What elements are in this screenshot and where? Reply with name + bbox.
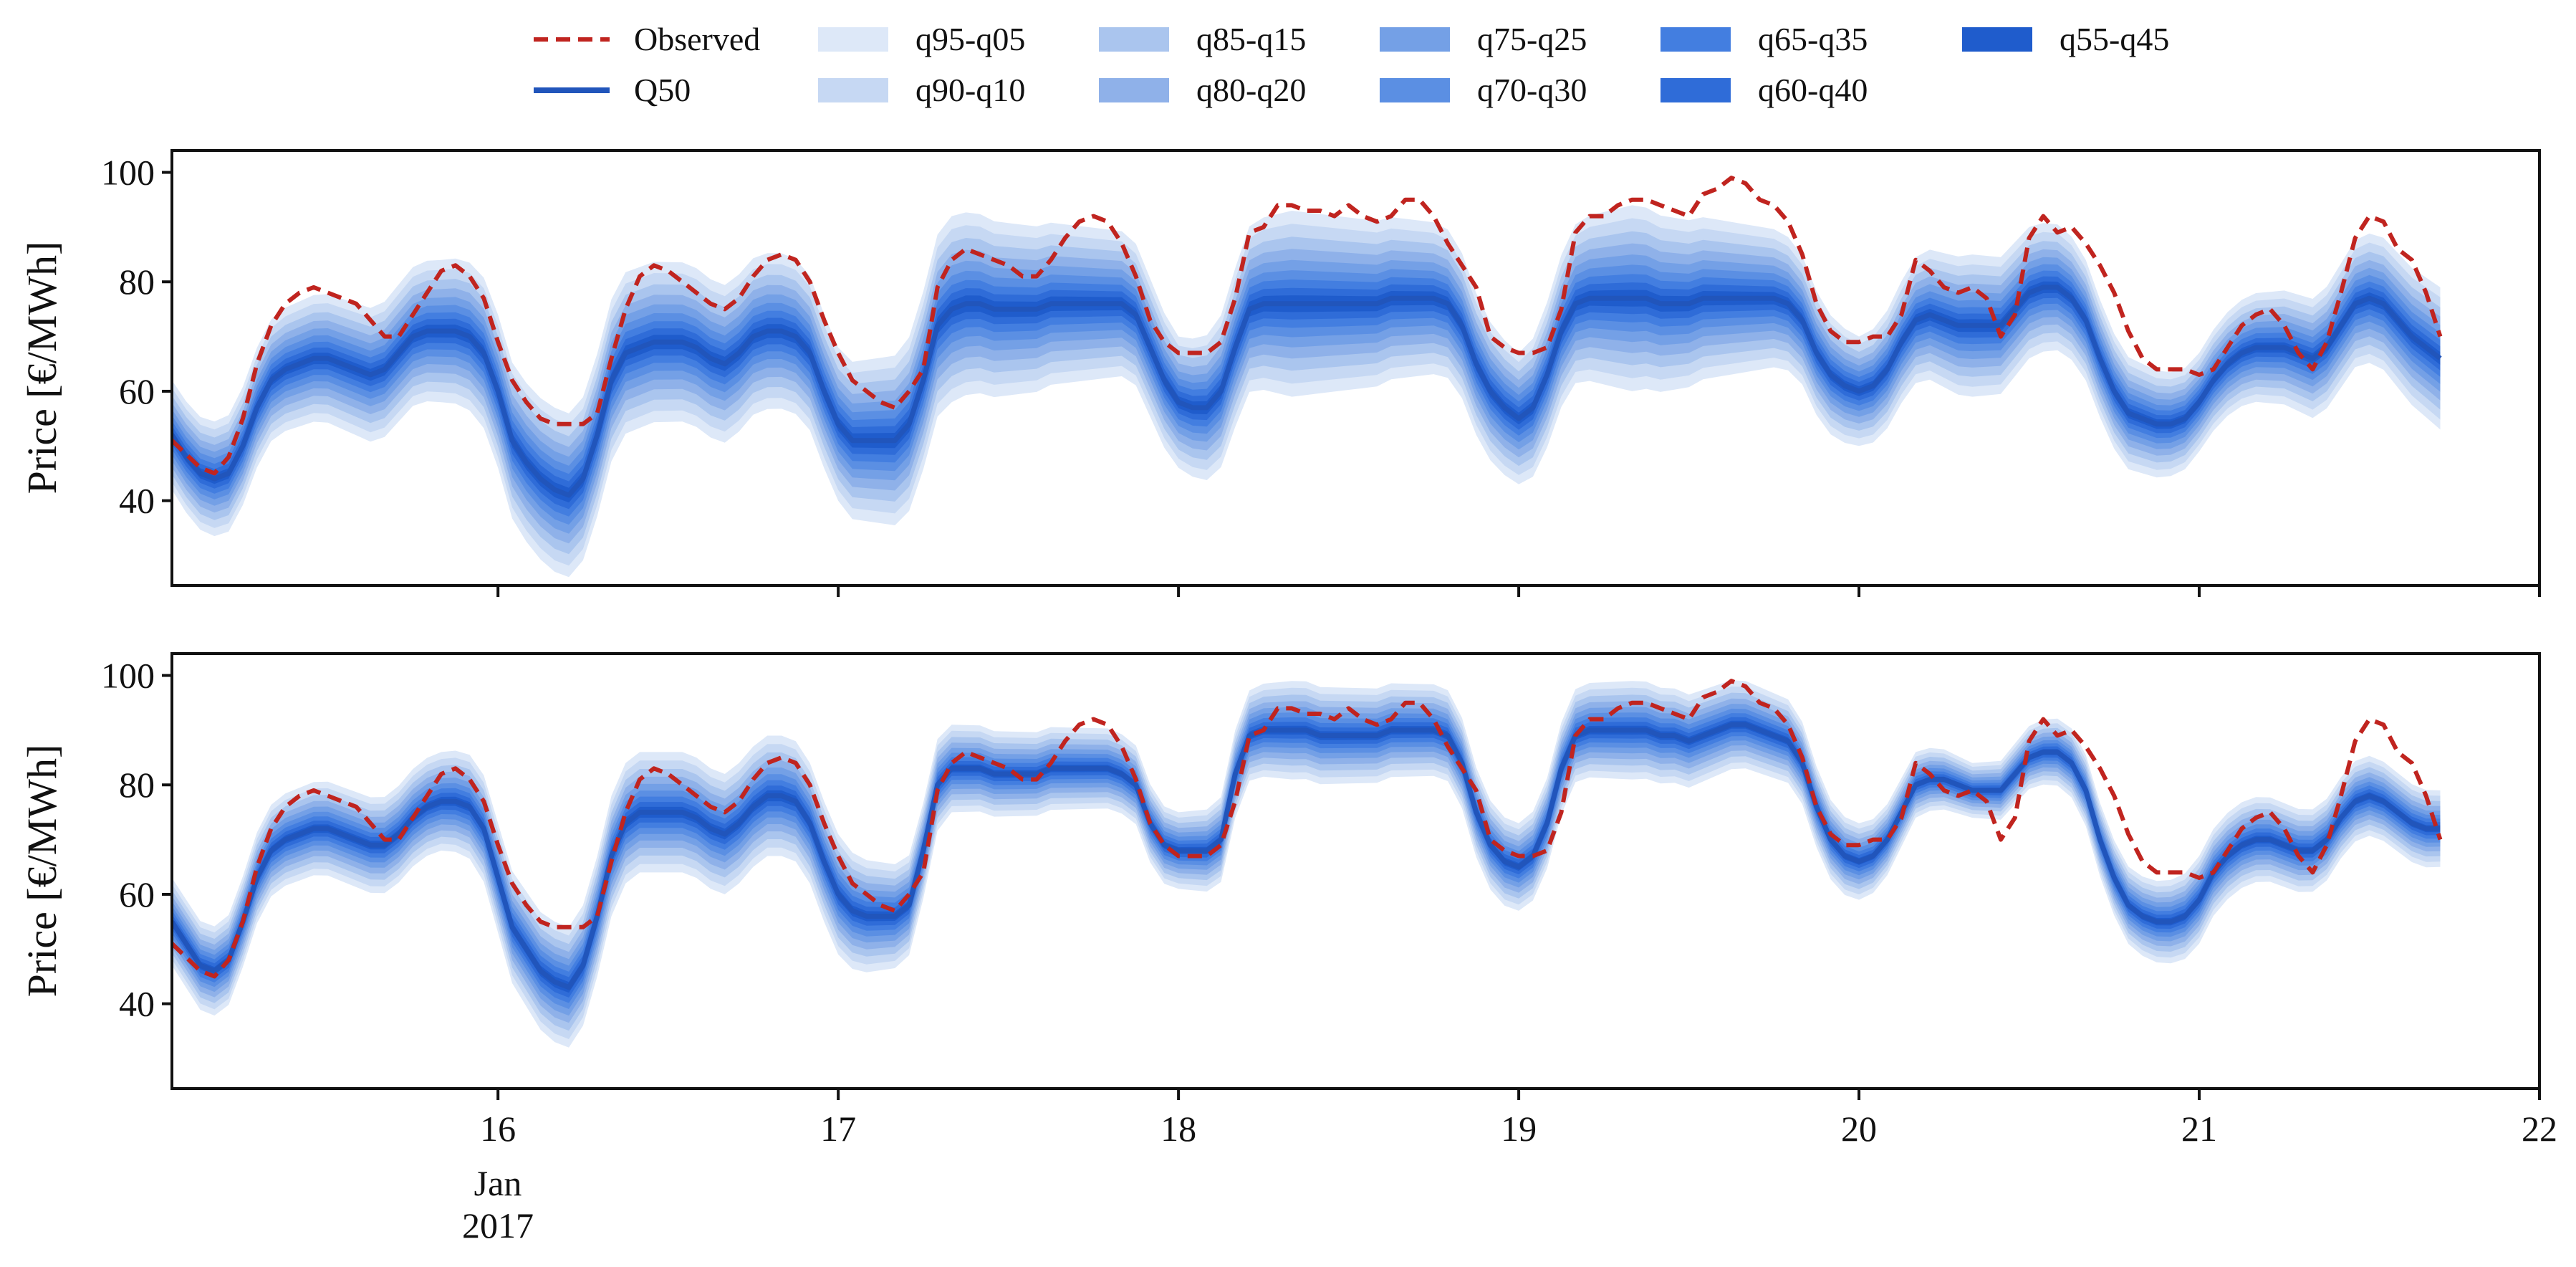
bottom-q50-line — [172, 722, 2441, 990]
top-quantile-bands — [172, 205, 2441, 578]
bottom-band-q85-q15 — [172, 692, 2441, 1031]
top-ytick-label-80: 80 — [119, 262, 155, 302]
legend-swatch-q70-q30 — [1380, 78, 1450, 102]
legend-label-q60-q40: q60-q40 — [1758, 72, 1868, 108]
bottom-panel: 40 60 80 100 16 17 18 19 20 21 22 Price [€/MWh] — [19, 652, 2557, 1149]
x-secondary-label-month: Jan — [474, 1163, 522, 1203]
legend-label-q75-q25: q75-q25 — [1477, 21, 1587, 57]
top-ytick-label-40: 40 — [119, 481, 155, 521]
xtick-label-19: 19 — [1501, 1109, 1537, 1149]
xtick-label-16: 16 — [480, 1109, 516, 1149]
legend-swatch-q60-q40 — [1661, 78, 1731, 102]
top-y-axis-label: Price [€/MWh] — [19, 242, 65, 494]
legend-swatch-q90-q10 — [818, 78, 888, 102]
xtick-label-17: 17 — [820, 1109, 856, 1149]
bottom-x-ticks: 16 17 18 19 20 21 22 — [480, 1089, 2557, 1149]
bottom-axes-frame — [170, 652, 2541, 1090]
legend-label-q50: Q50 — [634, 72, 691, 108]
xtick-label-18: 18 — [1160, 1109, 1196, 1149]
top-y-ticks: 40 60 80 100 — [101, 153, 172, 521]
legend-swatch-q75-q25 — [1380, 27, 1450, 52]
bottom-series-lines — [172, 679, 2443, 990]
legend-label-q55-q45: q55-q45 — [2060, 21, 2169, 57]
top-ytick-label-100: 100 — [101, 153, 155, 193]
top-band-q75-q25 — [172, 254, 2441, 534]
xtick-label-22: 22 — [2522, 1109, 2557, 1149]
legend-label-q90-q10: q90-q10 — [915, 72, 1025, 108]
legend-swatch-q55-q45 — [1962, 27, 2032, 52]
top-panel: 40 60 80 100 Price [€/MWh] — [19, 149, 2541, 597]
legend-swatch-q85-q15 — [1099, 27, 1169, 52]
legend-label-q80-q20: q80-q20 — [1196, 72, 1306, 108]
legend-swatch-q80-q20 — [1099, 78, 1169, 102]
top-ytick-label-60: 60 — [119, 371, 155, 411]
top-x-ticks — [496, 585, 2541, 597]
legend-label-q65-q35: q65-q35 — [1758, 21, 1868, 57]
xtick-label-21: 21 — [2181, 1109, 2217, 1149]
legend-swatch-q65-q35 — [1661, 27, 1731, 52]
legend-swatch-q95-q05 — [818, 27, 888, 52]
legend: Observed Q50 q95-q05 q90-q10 q85-q15 q80-q20 q… — [534, 21, 2169, 108]
bottom-observed-line — [172, 679, 2443, 979]
bottom-y-ticks: 40 60 80 100 — [101, 656, 172, 1024]
top-series-lines — [172, 176, 2443, 498]
bottom-ytick-label-100: 100 — [101, 656, 155, 696]
bottom-band-q90-q10 — [172, 686, 2441, 1039]
bottom-ytick-label-80: 80 — [119, 765, 155, 805]
top-axes-frame — [170, 149, 2541, 587]
bottom-y-axis-label: Price [€/MWh] — [19, 745, 65, 998]
bottom-ytick-label-60: 60 — [119, 874, 155, 914]
top-band-q70-q30 — [172, 264, 2441, 525]
legend-label-q70-q30: q70-q30 — [1477, 72, 1587, 108]
xtick-label-20: 20 — [1841, 1109, 1877, 1149]
top-q50-line — [172, 285, 2442, 498]
legend-label-q85-q15: q85-q15 — [1196, 21, 1306, 57]
bottom-quantile-bands — [172, 680, 2441, 1048]
legend-label-observed: Observed — [634, 21, 760, 57]
top-band-q65-q35 — [172, 270, 2441, 517]
x-secondary-label-year: 2017 — [462, 1205, 534, 1246]
legend-label-q95-q05: q95-q05 — [915, 21, 1025, 57]
top-observed-line — [172, 176, 2443, 476]
bottom-ytick-label-40: 40 — [119, 984, 155, 1024]
